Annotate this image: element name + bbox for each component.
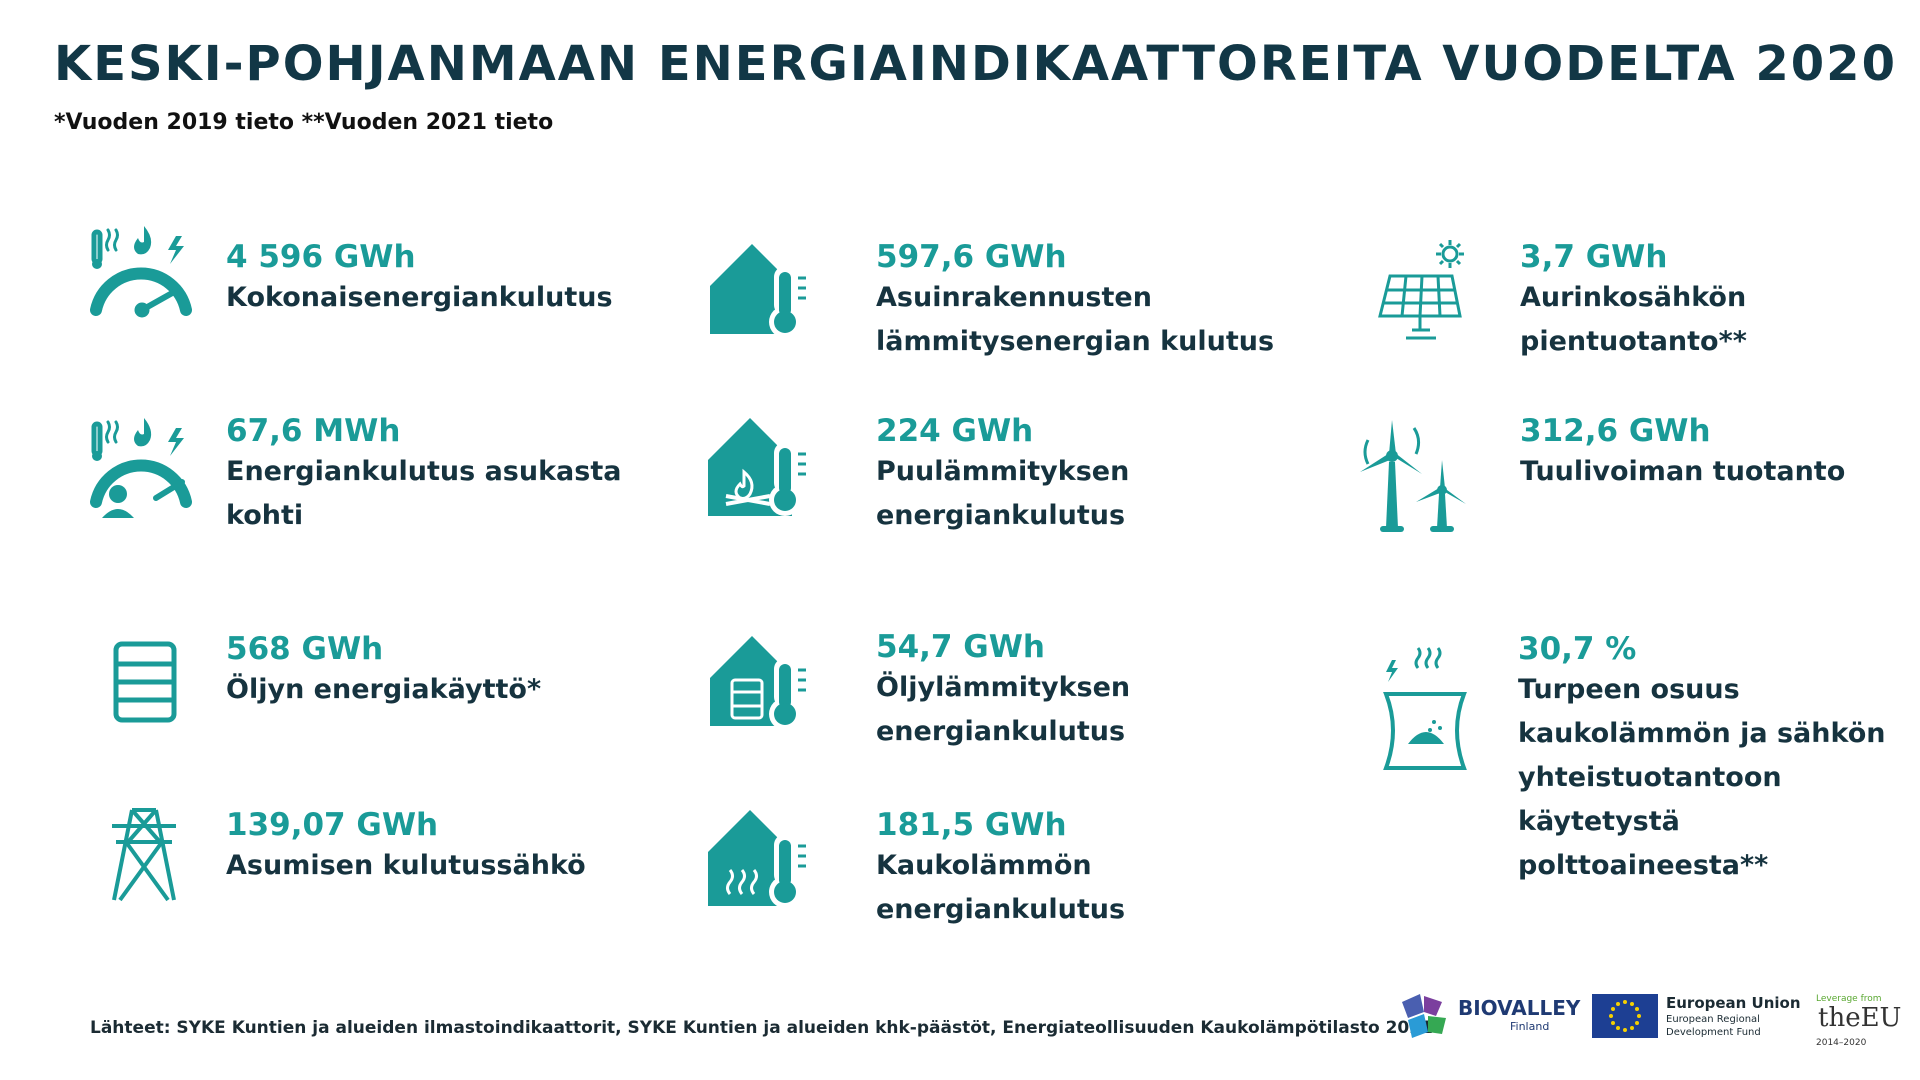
stat-value: 67,6 MWh [226,413,401,449]
stat-district-heating: 181,5 GWh Kaukolämmön energiankulutus [876,806,1346,932]
oil-barrel-icon [110,640,180,724]
biovalley-mark-icon [1402,994,1446,1038]
eu-logo: European Union European Regional Develop… [1592,994,1801,1040]
gauge-heat-electricity-icon [86,218,196,318]
leverage-years: 2014–2020 [1816,1038,1867,1048]
stat-residential-heating: 597,6 GWh Asuinrakennusten lämmitysenerg… [876,238,1346,364]
stat-value: 224 GWh [876,413,1034,449]
stat-oil-energy: 568 GWh Öljyn energiakäyttö* [226,630,696,712]
stat-label: Asumisen kulutussähkö [226,850,586,881]
stat-value: 181,5 GWh [876,807,1067,843]
stat-label: Tuulivoiman tuotanto [1520,456,1846,487]
eu-flag-icon [1592,994,1658,1038]
stat-household-electricity: 139,07 GWh Asumisen kulutussähkö [226,806,696,888]
stat-value: 3,7 GWh [1520,239,1668,275]
stat-label: Öljyn energiakäyttö* [226,674,542,705]
leverage-top: Leverage from [1816,994,1882,1004]
stat-label: Energiankulutus asukasta kohti [226,456,622,531]
stat-label: Asuinrakennusten lämmitysenergian kulutu… [876,282,1275,357]
stat-value: 312,6 GWh [1520,413,1711,449]
stat-value: 4 596 GWh [226,239,416,275]
power-plant-peat-icon [1378,634,1474,780]
stat-label: Aurinkosähkön pientuotanto** [1520,282,1747,357]
eu-sub-line-1: European Regional [1666,1014,1760,1025]
eu-title: European Union [1666,994,1801,1012]
wind-turbines-icon [1356,418,1476,536]
biovalley-logo: BIOVALLEY Finland [1398,992,1580,1048]
stat-wood-heating: 224 GWh Puulämmityksen energiankulutus [876,412,1346,538]
leverage-eu-logo: Leverage from theEU 2014–2020 [1816,994,1901,1054]
stat-label: Öljylämmityksen energiankulutus [876,672,1131,747]
leverage-main: theEU [1818,1003,1902,1033]
eu-sub-line-2: Development Fund [1666,1027,1761,1038]
sources-text: Lähteet: SYKE Kuntien ja alueiden ilmast… [90,1018,1433,1038]
page-title: KESKI-POHJANMAAN ENERGIAINDIKAATTOREITA … [54,36,1897,92]
stat-value: 597,6 GWh [876,239,1067,275]
stat-value: 30,7 % [1518,631,1637,667]
biovalley-name: BIOVALLEY [1458,996,1581,1020]
stat-wind-production: 312,6 GWh Tuulivoiman tuotanto [1520,412,1920,494]
stat-label: Turpeen osuus kaukolämmön ja sähkön yhte… [1518,674,1886,881]
eu-subtitle: European Regional Development Fund [1666,1013,1761,1039]
stat-solar-production: 3,7 GWh Aurinkosähkön pientuotanto** [1520,238,1920,364]
stat-energy-per-capita: 67,6 MWh Energiankulutus asukasta kohti [226,412,696,538]
gauge-person-icon [86,410,196,520]
solar-panel-icon [1376,238,1472,344]
stat-total-energy: 4 596 GWh Kokonaisenergiankulutus [226,238,696,320]
stat-value: 139,07 GWh [226,807,439,843]
stat-value: 568 GWh [226,631,384,667]
house-fire-thermometer-icon [704,412,814,524]
stat-label: Kokonaisenergiankulutus [226,282,613,313]
stat-value: 54,7 GWh [876,629,1045,665]
biovalley-sub: Finland [1510,1020,1550,1033]
house-thermometer-icon [706,238,814,342]
stat-peat-share: 30,7 % Turpeen osuus kaukolämmön ja sähk… [1518,630,1920,888]
stat-label: Kaukolämmön energiankulutus [876,850,1126,925]
stat-oil-heating: 54,7 GWh Öljylämmityksen energiankulutus [876,628,1346,754]
house-heat-thermometer-icon [704,804,814,914]
data-year-note: *Vuoden 2019 tieto **Vuoden 2021 tieto [54,110,554,135]
house-barrel-thermometer-icon [706,630,814,734]
power-pylon-icon [106,806,182,902]
stat-label: Puulämmityksen energiankulutus [876,456,1130,531]
